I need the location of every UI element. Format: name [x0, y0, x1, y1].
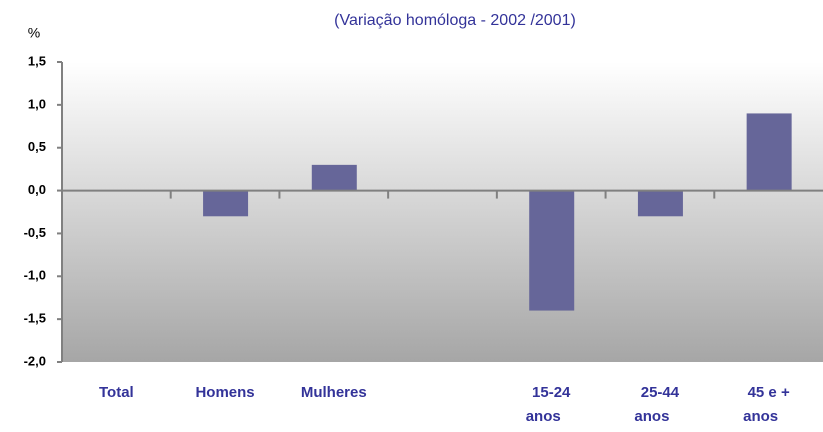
y-tick-label: -0,5	[24, 225, 46, 240]
x-tick-label-line: 25-44	[641, 384, 680, 401]
x-tick-label-line: anos	[634, 408, 669, 425]
x-tick-label: Mulheres	[301, 384, 367, 401]
bar	[746, 113, 792, 191]
y-tick-label: -1,5	[24, 311, 46, 326]
x-tick-label: 45 e + anos	[743, 384, 790, 425]
x-tick-label-line: anos	[526, 408, 561, 425]
chart-title: (Variação homóloga - 2002 /2001)	[334, 12, 576, 29]
x-tick-label-line: 45 e +	[748, 384, 790, 401]
y-axis-label: %	[28, 25, 40, 41]
bar	[311, 164, 357, 191]
y-tick-label: -2,0	[24, 353, 46, 368]
x-tick-label-line: 15-24	[532, 384, 571, 401]
y-tick-label: 0,5	[28, 139, 46, 154]
x-tick-label: 15-24 anos	[526, 384, 571, 425]
x-tick-label: Homens	[195, 384, 254, 401]
x-tick-label: Total	[99, 384, 134, 401]
x-tick-label: 25-44 anos	[634, 384, 679, 425]
y-tick-label: 1,0	[28, 96, 46, 111]
y-tick-label: 0,0	[28, 182, 46, 197]
y-tick-label: -1,0	[24, 268, 46, 283]
bar	[637, 190, 683, 217]
x-tick-label-line: anos	[743, 408, 778, 425]
bar	[529, 190, 575, 311]
plot-area	[62, 62, 823, 362]
y-tick-label: 1,5	[28, 53, 46, 68]
bar	[203, 190, 249, 217]
